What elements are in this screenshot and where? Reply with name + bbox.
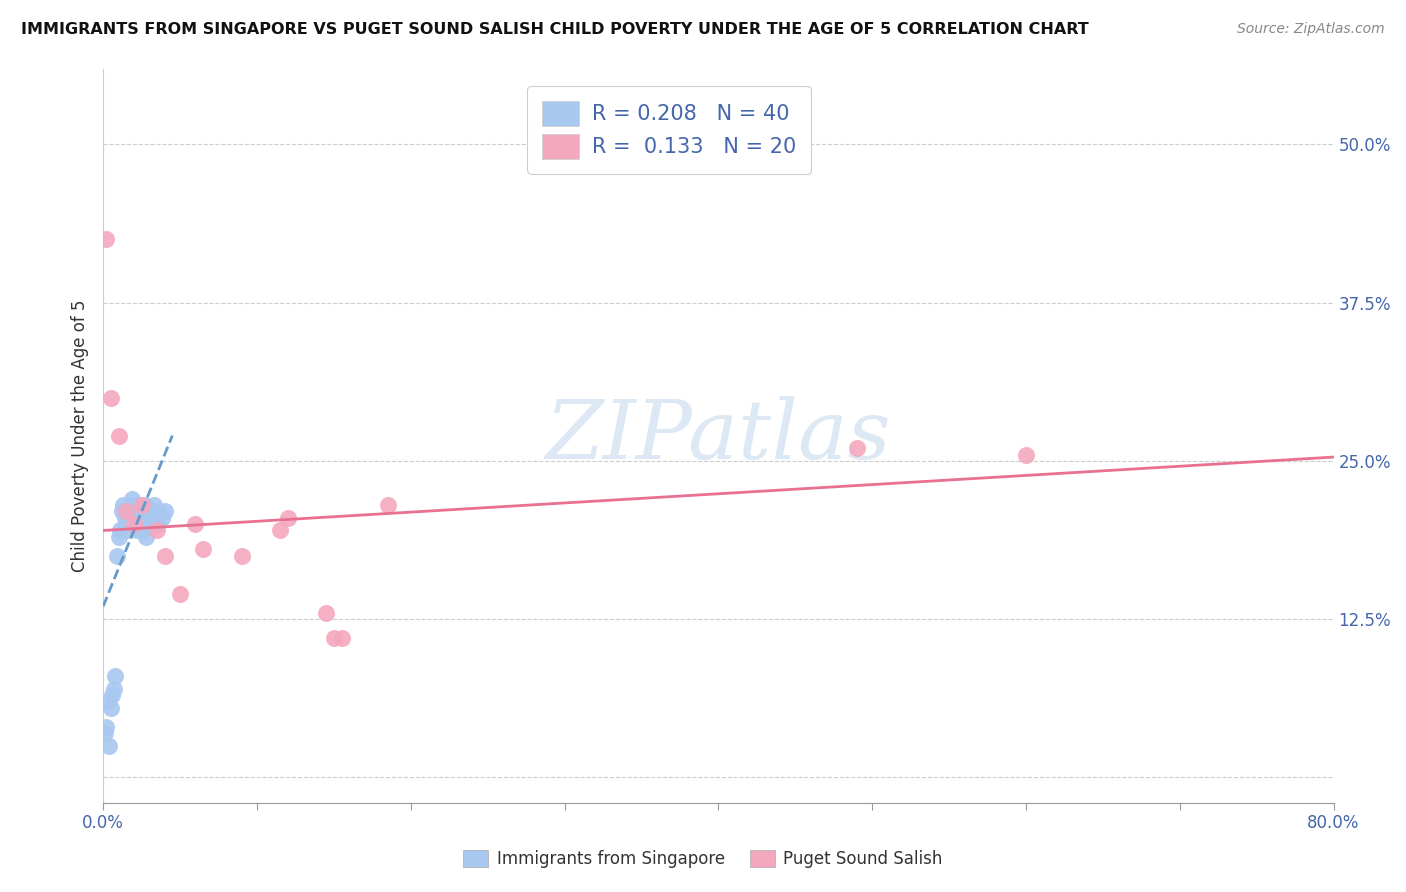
Point: [146, 517, 169, 532]
Text: ZIPatlas: ZIPatlas: [546, 395, 891, 475]
Text: IMMIGRANTS FROM SINGAPORE VS PUGET SOUND SALISH CHILD POVERTY UNDER THE AGE OF 5: IMMIGRANTS FROM SINGAPORE VS PUGET SOUND…: [21, 22, 1088, 37]
Point: [120, 498, 142, 512]
Point: [377, 498, 399, 512]
Point: [315, 606, 337, 620]
Point: [845, 441, 868, 455]
Point: [153, 504, 176, 518]
Point: [145, 511, 167, 525]
Point: [269, 524, 291, 538]
Point: [96, 720, 118, 734]
Point: [129, 504, 152, 518]
Point: [104, 669, 127, 683]
Point: [115, 517, 138, 532]
Point: [108, 524, 131, 538]
Point: [107, 428, 129, 442]
Point: [115, 504, 138, 518]
Point: [134, 498, 156, 512]
Point: [322, 631, 344, 645]
Point: [97, 694, 120, 708]
Point: [142, 498, 165, 512]
Point: [101, 688, 124, 702]
Point: [93, 726, 115, 740]
Point: [136, 511, 159, 525]
Point: [100, 391, 122, 405]
Point: [128, 511, 150, 525]
Point: [98, 739, 121, 753]
Point: [107, 530, 129, 544]
Point: [122, 517, 145, 532]
Point: [138, 517, 160, 532]
Legend: Immigrants from Singapore, Puget Sound Salish: Immigrants from Singapore, Puget Sound S…: [457, 843, 949, 875]
Point: [131, 498, 153, 512]
Point: [117, 504, 139, 518]
Point: [277, 511, 299, 525]
Point: [118, 524, 141, 538]
Point: [169, 587, 191, 601]
Point: [191, 542, 214, 557]
Point: [146, 524, 169, 538]
Point: [131, 517, 153, 532]
Point: [231, 549, 253, 563]
Point: [125, 524, 148, 538]
Point: [125, 498, 148, 512]
Point: [124, 517, 146, 532]
Point: [132, 524, 155, 538]
Point: [121, 491, 143, 506]
Point: [150, 511, 173, 525]
Point: [141, 517, 163, 532]
Point: [1015, 448, 1038, 462]
Y-axis label: Child Poverty Under the Age of 5: Child Poverty Under the Age of 5: [72, 300, 89, 572]
Point: [330, 631, 353, 645]
Point: [114, 511, 136, 525]
Point: [103, 681, 125, 696]
Point: [148, 504, 170, 518]
Point: [105, 549, 128, 563]
Text: Source: ZipAtlas.com: Source: ZipAtlas.com: [1237, 22, 1385, 37]
Point: [184, 517, 207, 532]
Point: [135, 504, 157, 518]
Point: [100, 700, 122, 714]
Point: [110, 504, 132, 518]
Point: [122, 517, 145, 532]
Point: [112, 498, 135, 512]
Point: [153, 549, 176, 563]
Legend: R = 0.208   N = 40, R =  0.133   N = 20: R = 0.208 N = 40, R = 0.133 N = 20: [527, 87, 811, 174]
Point: [135, 530, 157, 544]
Point: [96, 232, 118, 246]
Point: [139, 504, 162, 518]
